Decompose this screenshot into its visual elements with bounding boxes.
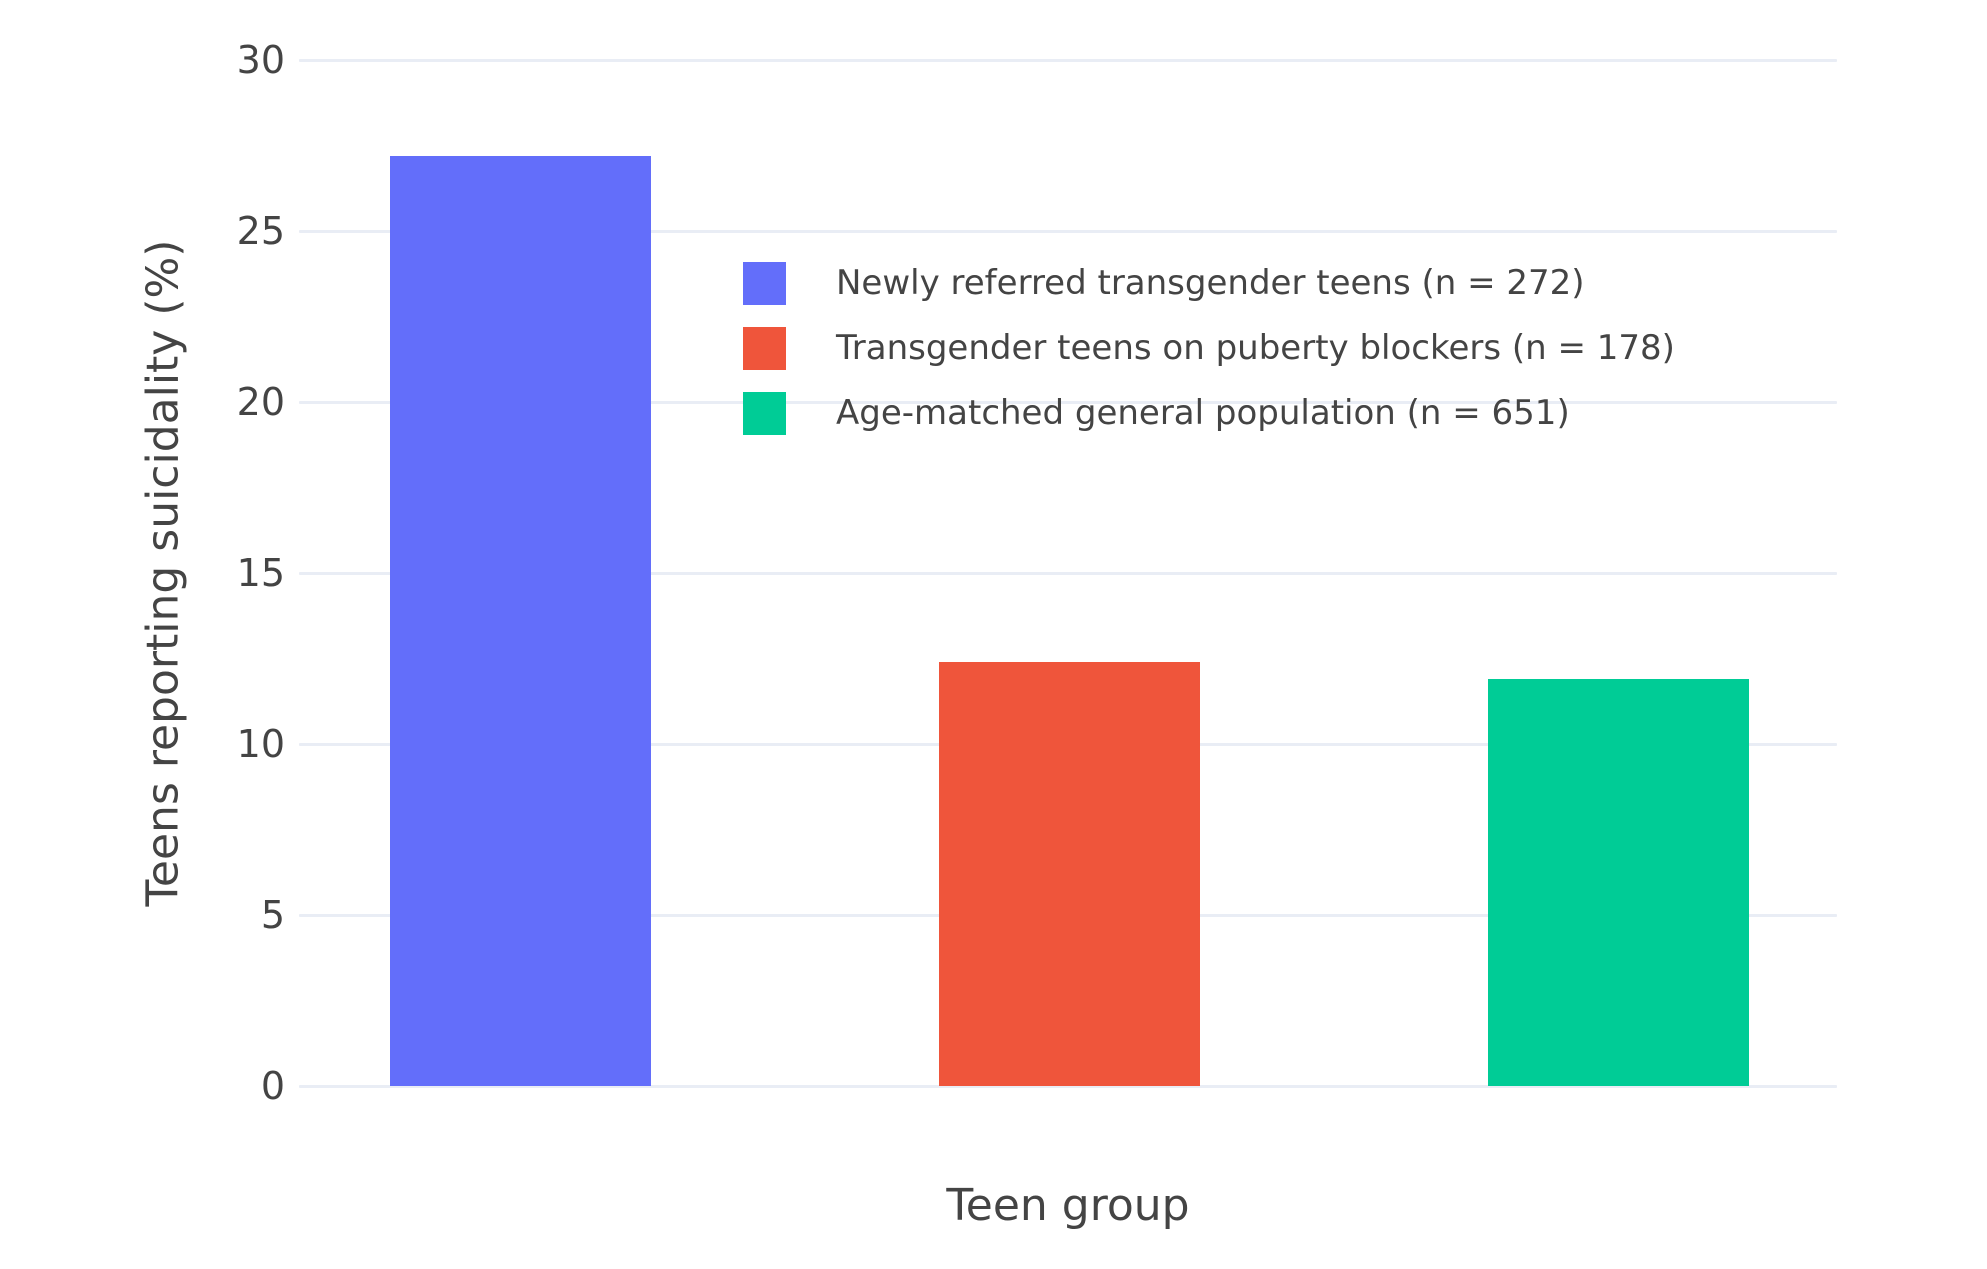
gridline-30	[299, 58, 1837, 62]
y-tick-label-30: 30	[236, 38, 285, 82]
legend-label: Transgender teens on puberty blockers (n…	[836, 328, 1675, 368]
legend-item-age-matched-general-population[interactable]: Age-matched general population (n = 651)	[743, 392, 1675, 435]
y-tick-label-20: 20	[236, 380, 285, 424]
gridline-0	[299, 1084, 1837, 1088]
y-tick-label-25: 25	[236, 209, 285, 253]
legend-item-newly-referred-transgender-teens[interactable]: Newly referred transgender teens (n = 27…	[743, 262, 1675, 305]
legend-swatch-icon	[743, 262, 786, 305]
legend-swatch-icon	[743, 327, 786, 370]
legend-label: Newly referred transgender teens (n = 27…	[836, 263, 1585, 303]
x-axis-title: Teen group	[946, 1180, 1190, 1231]
legend: Newly referred transgender teens (n = 27…	[743, 262, 1675, 457]
y-tick-label-10: 10	[236, 722, 285, 766]
y-axis-title: Teens reporting suicidality (%)	[137, 239, 189, 907]
bar-age-matched-general-population[interactable]	[1487, 679, 1749, 1086]
y-tick-label-15: 15	[236, 551, 285, 595]
legend-swatch-icon	[743, 392, 786, 435]
gridline-15	[299, 571, 1837, 575]
bar-newly-referred-transgender-teens[interactable]	[389, 155, 651, 1086]
legend-label: Age-matched general population (n = 651)	[836, 393, 1570, 433]
y-tick-label-5: 5	[260, 893, 285, 937]
bar-transgender-teens-on-puberty-blockers[interactable]	[938, 661, 1200, 1086]
y-tick-label-0: 0	[260, 1064, 285, 1108]
gridline-20	[299, 400, 1837, 404]
legend-item-transgender-teens-on-puberty-blockers[interactable]: Transgender teens on puberty blockers (n…	[743, 327, 1675, 370]
gridline-25	[299, 229, 1837, 233]
